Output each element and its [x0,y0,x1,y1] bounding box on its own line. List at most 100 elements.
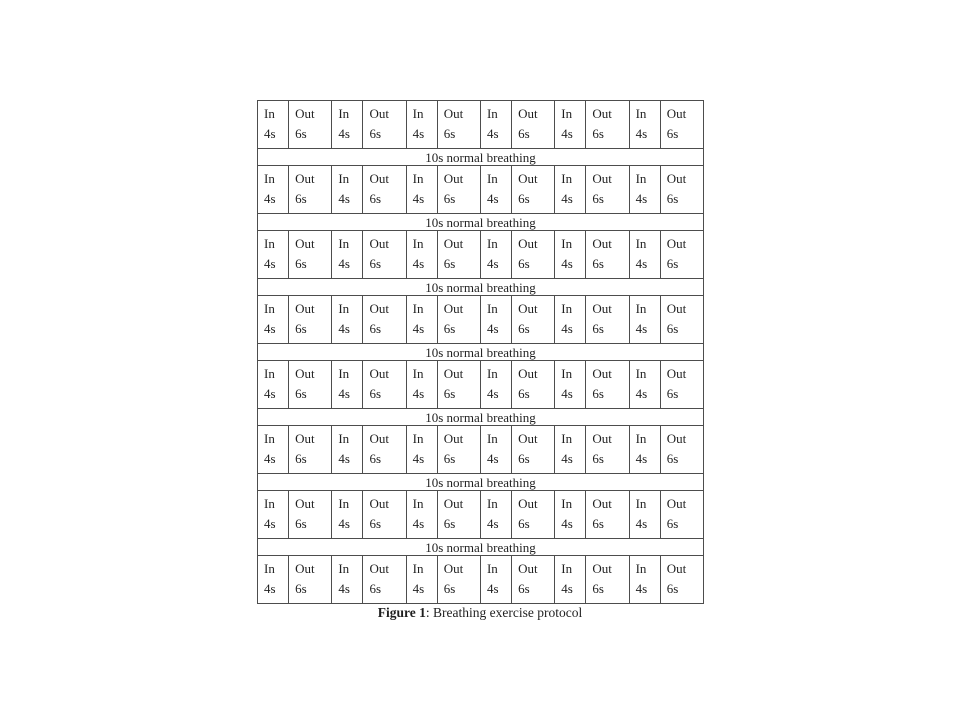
phase-label: Out [518,236,538,251]
phase-label: Out [443,431,464,446]
duration-label: 4s [338,386,350,401]
breath-cell-out: Out 6s [362,490,407,539]
breath-cell-in: In 4s [479,295,513,344]
duration-label: 6s [295,321,307,336]
breath-cell-out: Out 6s [362,230,407,279]
phase-label: Out [295,106,315,121]
duration-label: 4s [264,516,276,531]
breath-cell-out: Out 6s [585,295,630,344]
breath-cell-in: In 4s [554,425,587,474]
duration-label: 6s [518,256,530,271]
rest-row: 10s normal breathing [257,408,704,426]
breath-cell-in: In 4s [479,230,513,279]
phase-label: In [561,301,573,316]
breath-cell-in: In 4s [628,165,661,214]
phase-label: In [486,301,498,316]
duration-label: 6s [295,126,307,141]
phase-label: Out [518,106,538,121]
rest-label: 10s normal breathing [257,408,704,426]
duration-label: 6s [295,256,307,271]
duration-label: 6s [666,386,679,401]
breath-cell-in: In 4s [479,490,513,539]
breath-cell-in: In 4s [405,295,438,344]
breath-cell-out: Out 6s [436,230,481,279]
duration-label: 6s [518,191,530,206]
duration-label: 6s [518,126,530,141]
phase-label: In [486,171,498,186]
breath-cell-out: Out 6s [288,230,333,279]
phase-label: In [561,106,573,121]
duration-label: 4s [486,321,499,336]
duration-label: 6s [369,516,381,531]
phase-label: In [412,106,424,121]
rest-label: 10s normal breathing [257,473,704,491]
breath-cell-in: In 4s [479,555,513,604]
phase-label: In [486,366,498,381]
phase-label: Out [369,431,389,446]
phase-label: Out [369,496,389,511]
rest-label: 10s normal breathing [257,148,704,166]
breath-cell-out: Out 6s [288,165,333,214]
duration-label: 4s [264,451,276,466]
phase-label: Out [369,106,389,121]
breath-cell-in: In 4s [628,555,661,604]
rest-row: 10s normal breathing [257,473,704,491]
duration-label: 6s [666,191,679,206]
phase-label: In [635,561,647,576]
duration-label: 6s [518,581,530,596]
phase-label: Out [443,106,464,121]
duration-label: 6s [369,126,381,141]
breath-cell-out: Out 6s [288,100,333,149]
breath-cell-in: In 4s [256,360,290,409]
duration-label: 4s [412,516,425,531]
breath-cell-in: In 4s [331,425,364,474]
breath-cell-in: In 4s [331,295,364,344]
duration-label: 6s [295,386,307,401]
breath-cell-out: Out 6s [288,425,333,474]
breath-cell-in: In 4s [554,555,587,604]
breath-cell-out: Out 6s [436,555,481,604]
breath-cell-in: In 4s [554,360,587,409]
duration-label: 4s [264,191,276,206]
duration-label: 4s [635,321,648,336]
breath-cell-out: Out 6s [585,425,630,474]
duration-label: 4s [561,451,573,466]
breath-cell-out: Out 6s [362,100,407,149]
breath-cell-in: In 4s [405,555,438,604]
breath-cell-out: Out 6s [659,360,705,409]
phase-label: Out [592,561,612,576]
phase-label: In [338,561,350,576]
phase-label: In [486,236,498,251]
breath-cell-out: Out 6s [659,555,705,604]
duration-label: 6s [369,451,381,466]
breath-cell-out: Out 6s [585,490,630,539]
phase-label: In [635,301,647,316]
breath-cell-out: Out 6s [362,555,407,604]
breath-cell-out: Out 6s [659,490,705,539]
phase-label: In [264,366,275,381]
phase-label: In [561,366,573,381]
breath-cell-out: Out 6s [659,295,705,344]
breath-cell-out: Out 6s [436,360,481,409]
rest-row: 10s normal breathing [257,343,704,361]
duration-label: 6s [666,516,679,531]
breath-cell-in: In 4s [256,165,290,214]
phase-label: Out [369,366,389,381]
duration-label: 4s [338,126,350,141]
breath-cell-in: In 4s [554,295,587,344]
duration-label: 4s [561,191,573,206]
phase-label: Out [592,301,612,316]
duration-label: 6s [592,451,604,466]
breath-cell-out: Out 6s [511,425,556,474]
breath-cell-in: In 4s [405,425,438,474]
figure-caption: Figure 1: Breathing exercise protocol [0,605,960,621]
duration-label: 4s [338,451,350,466]
breath-cell-out: Out 6s [659,230,705,279]
rest-row: 10s normal breathing [257,148,704,166]
duration-label: 4s [635,191,648,206]
duration-label: 4s [635,256,648,271]
duration-label: 6s [443,126,456,141]
duration-label: 6s [443,321,456,336]
breath-cell-in: In 4s [331,230,364,279]
phase-label: Out [443,561,464,576]
